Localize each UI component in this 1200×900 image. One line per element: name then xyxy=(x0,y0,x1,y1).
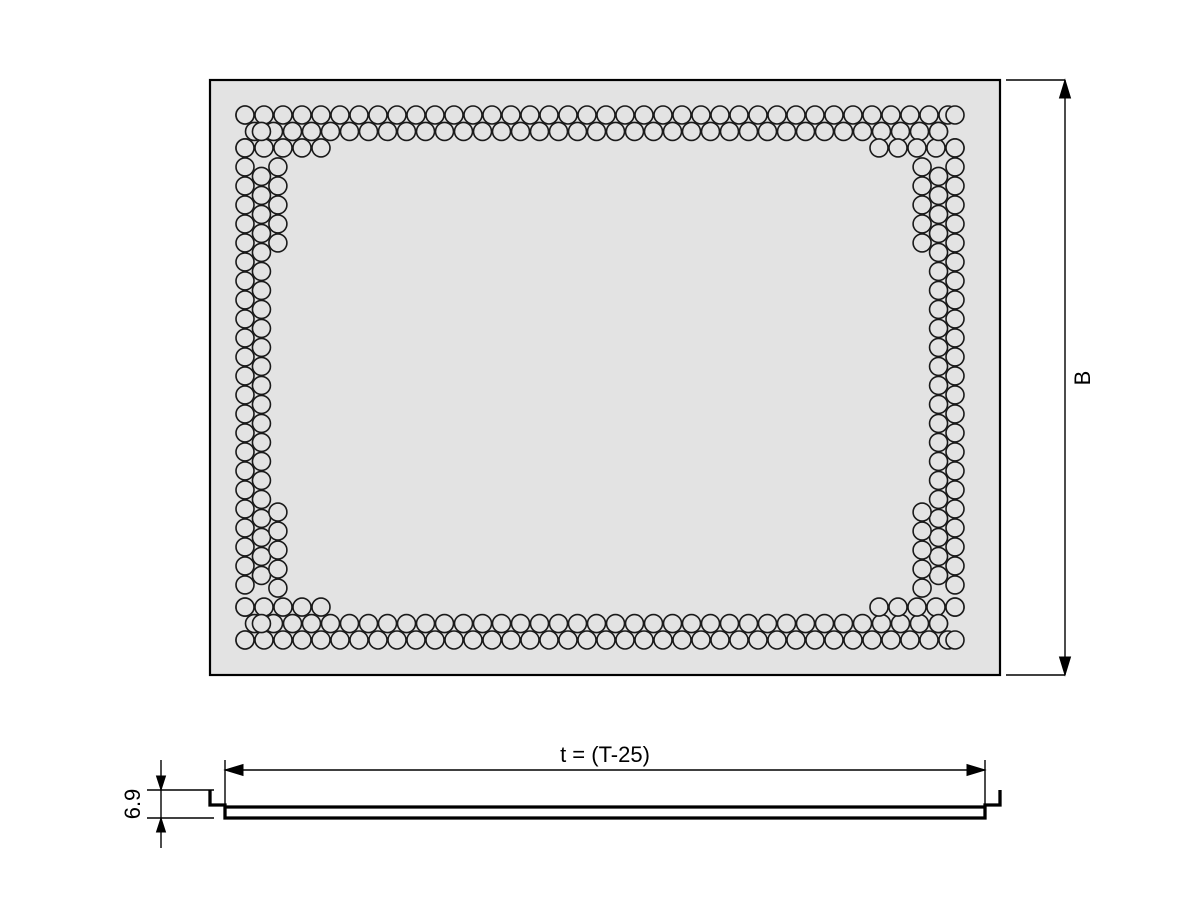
dimension-t: t = (T-25) xyxy=(225,742,985,806)
cover-plate xyxy=(210,80,1000,675)
dimension-flange-label: 6.9 xyxy=(120,789,145,820)
dimension-b: B xyxy=(1006,80,1095,675)
side-profile xyxy=(210,790,1000,818)
dimension-t-label: t = (T-25) xyxy=(560,742,650,767)
dimension-b-label: B xyxy=(1070,371,1095,386)
dimension-flange: 6.9 xyxy=(120,760,214,848)
